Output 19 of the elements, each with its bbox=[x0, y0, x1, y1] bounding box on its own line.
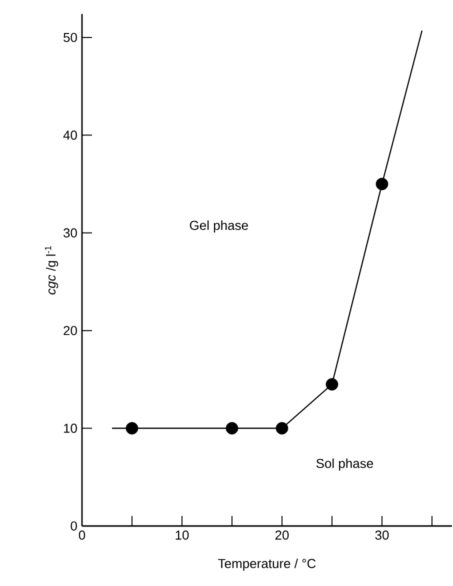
annotation: Gel phase bbox=[190, 220, 248, 233]
y-tick-label: 20 bbox=[64, 326, 78, 336]
point bbox=[276, 422, 288, 434]
y-tick-label: 40 bbox=[63, 130, 78, 140]
y-tick-label: 50 bbox=[64, 32, 78, 42]
y-tick-label: 10 bbox=[64, 424, 78, 433]
x-tick-label: 20 bbox=[276, 530, 289, 540]
y-tick-label: 0 bbox=[70, 521, 78, 531]
x-tick-label: 30 bbox=[375, 530, 389, 540]
x-tick-label: 0 bbox=[79, 530, 86, 540]
point bbox=[376, 178, 388, 190]
point bbox=[326, 378, 338, 391]
y-tick-label: 30 bbox=[64, 228, 78, 238]
point bbox=[226, 422, 238, 434]
x-axis-title: Temperature / °C bbox=[218, 558, 316, 571]
annotation: Sol phase bbox=[316, 458, 374, 471]
point bbox=[126, 422, 138, 434]
x-tick-label: 10 bbox=[176, 530, 189, 540]
y-axis-title: cgc /g l$^{-1}$ bbox=[45, 246, 58, 294]
